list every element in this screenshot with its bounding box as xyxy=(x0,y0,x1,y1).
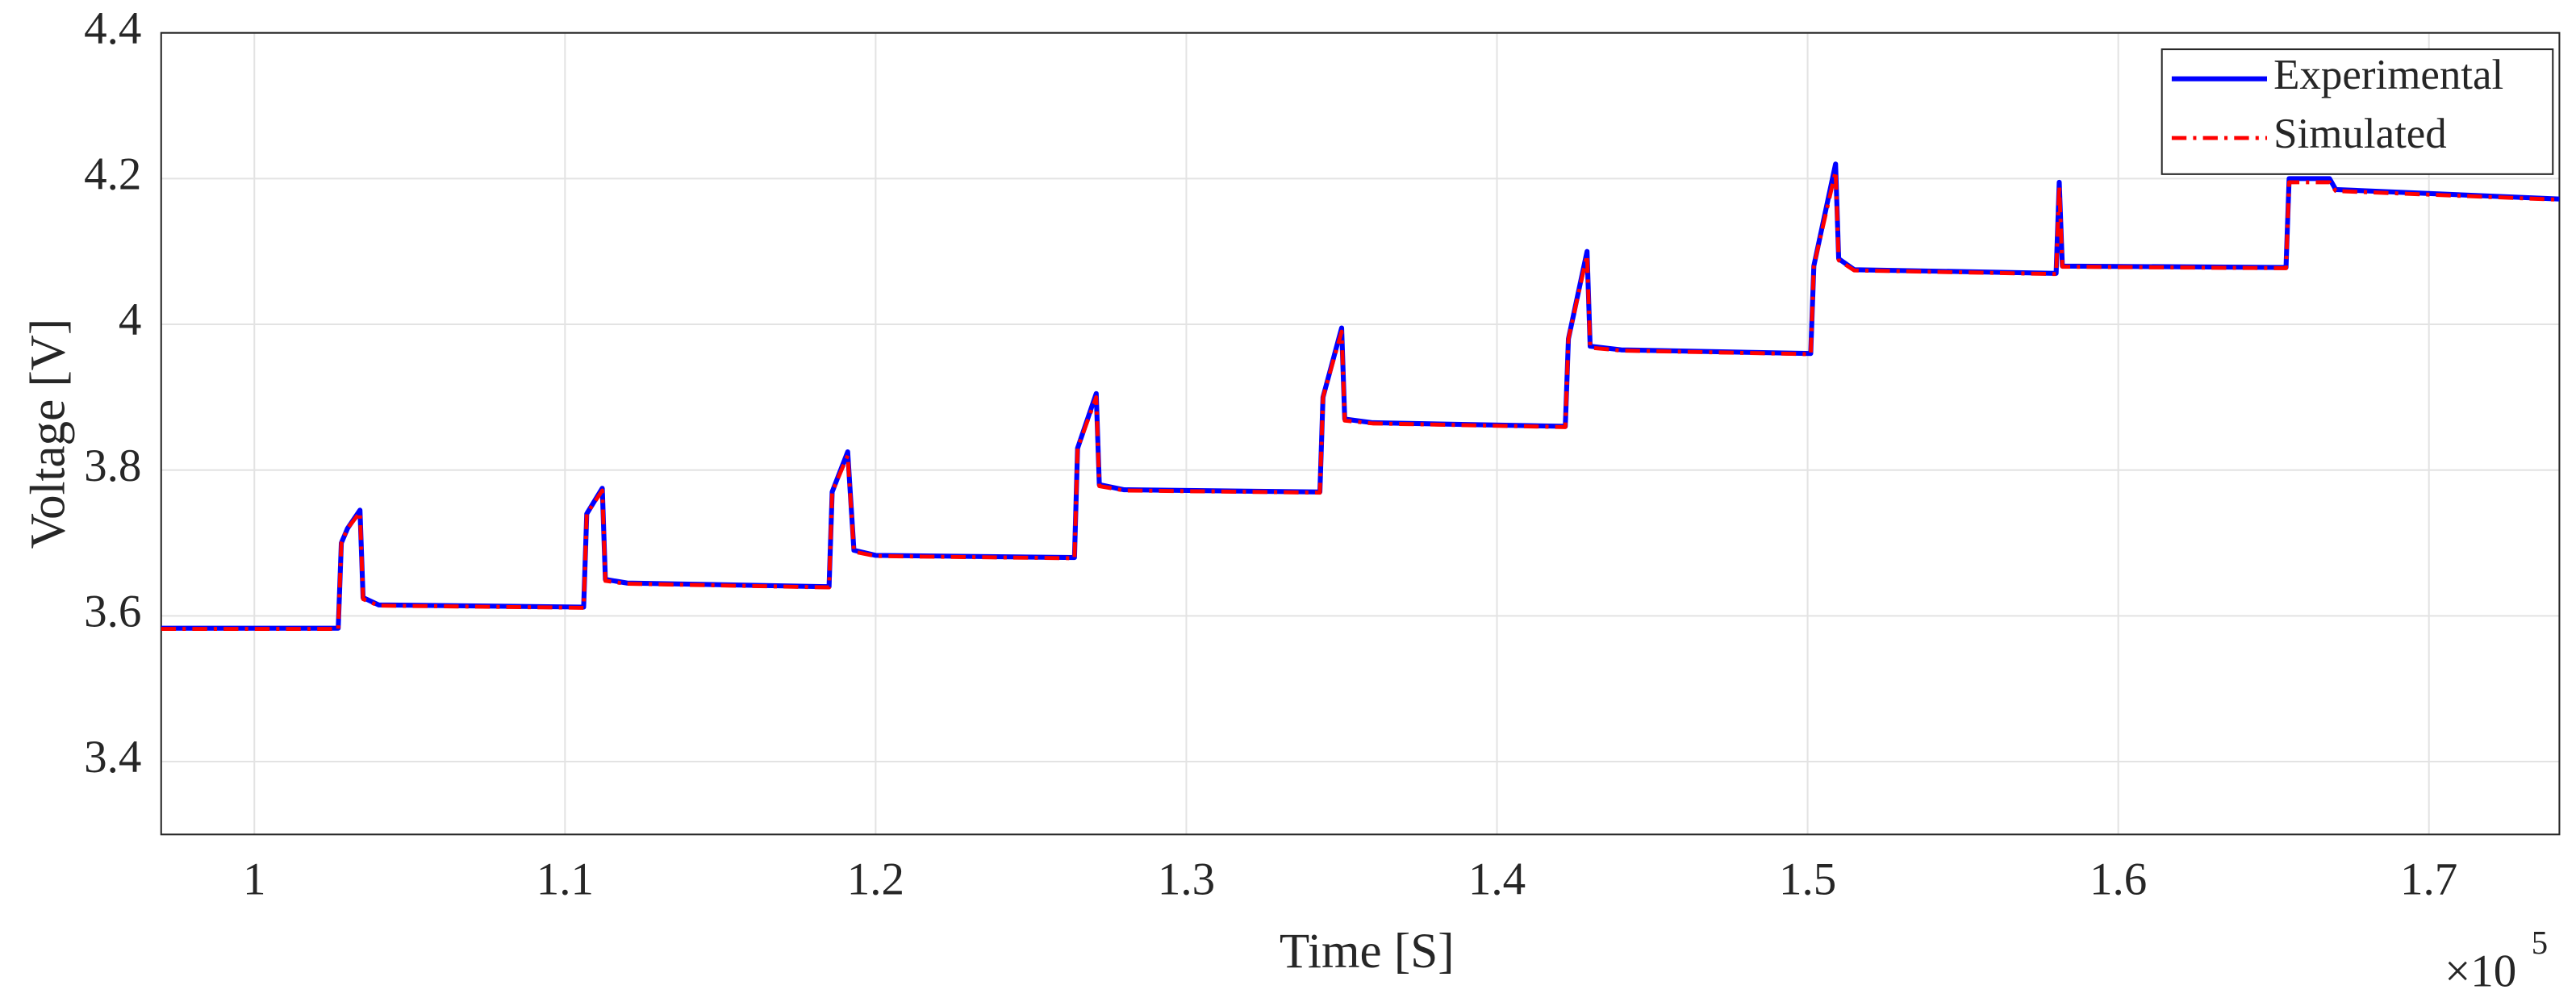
y-tick-label: 4.4 xyxy=(84,3,141,54)
y-tick-label: 3.4 xyxy=(84,732,141,783)
series-line xyxy=(161,169,2560,632)
y-tick-label: 4.2 xyxy=(84,148,141,199)
plot-frame xyxy=(160,31,2561,836)
x-tick-label: 1.3 xyxy=(1158,854,1215,904)
x-axis-label: Time [S] xyxy=(1280,925,1455,979)
legend-box xyxy=(2161,48,2554,175)
x-tick-label: 1.6 xyxy=(2090,854,2147,904)
x-tick-label: 1.5 xyxy=(1779,854,1836,904)
x-multiplier: ×10 xyxy=(2444,946,2516,997)
x-tick-label: 1.1 xyxy=(536,854,594,904)
y-axis-label: Voltage [V] xyxy=(21,319,75,549)
x-tick-label: 1.2 xyxy=(847,854,904,904)
legend-label: Simulated xyxy=(2273,111,2447,157)
y-tick-label: 4 xyxy=(119,294,142,345)
x-tick-label: 1.4 xyxy=(1468,854,1526,904)
y-tick-label: 3.8 xyxy=(84,440,141,491)
x-tick-label: 1 xyxy=(243,854,266,904)
y-tick-label: 3.6 xyxy=(84,586,141,637)
x-multiplier-exponent: 5 xyxy=(2532,925,2548,961)
legend-label: Experimental xyxy=(2273,52,2503,98)
x-tick-label: 1.7 xyxy=(2400,854,2457,904)
